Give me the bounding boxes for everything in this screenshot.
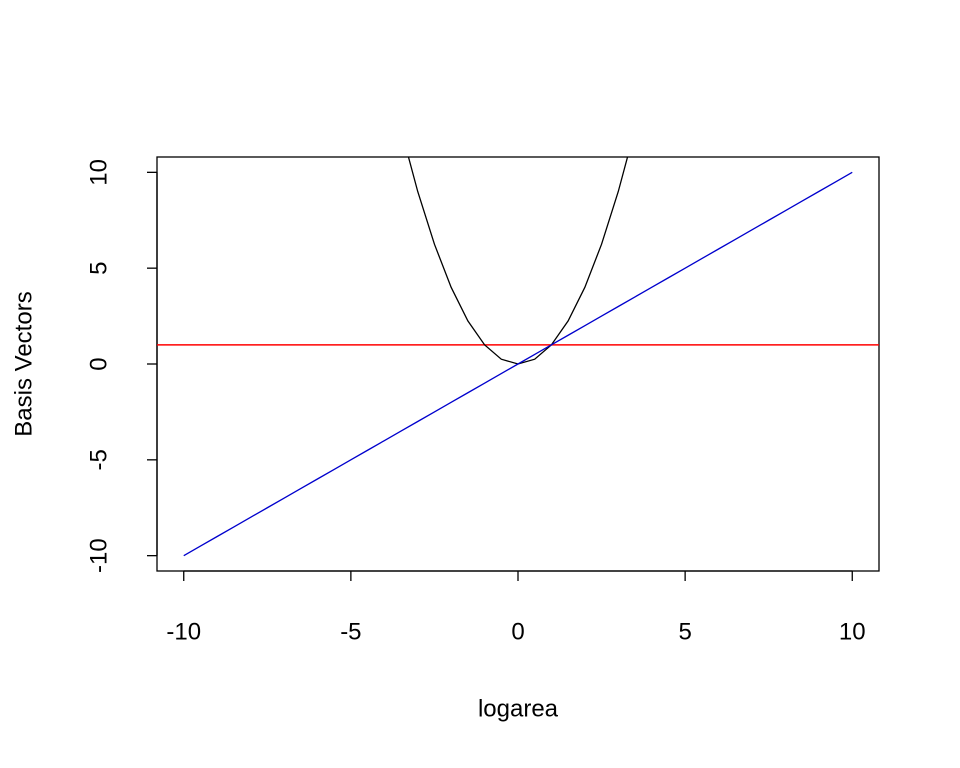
y-tick-label: 0 <box>85 357 112 370</box>
x-tick-label: -5 <box>340 618 361 645</box>
series-line <box>183 171 853 557</box>
y-tick-label: 10 <box>85 159 112 186</box>
y-tick-label: -10 <box>85 538 112 573</box>
x-axis-title: logarea <box>478 695 559 722</box>
series-line <box>407 157 629 365</box>
y-axis-title: Basis Vectors <box>10 291 37 436</box>
x-tick-label: 5 <box>678 618 691 645</box>
y-tick-label: -5 <box>85 449 112 470</box>
y-tick-label: 5 <box>85 261 112 274</box>
x-tick-label: -10 <box>166 618 201 645</box>
x-tick-label: 10 <box>839 618 866 645</box>
x-tick-label: 0 <box>511 618 524 645</box>
